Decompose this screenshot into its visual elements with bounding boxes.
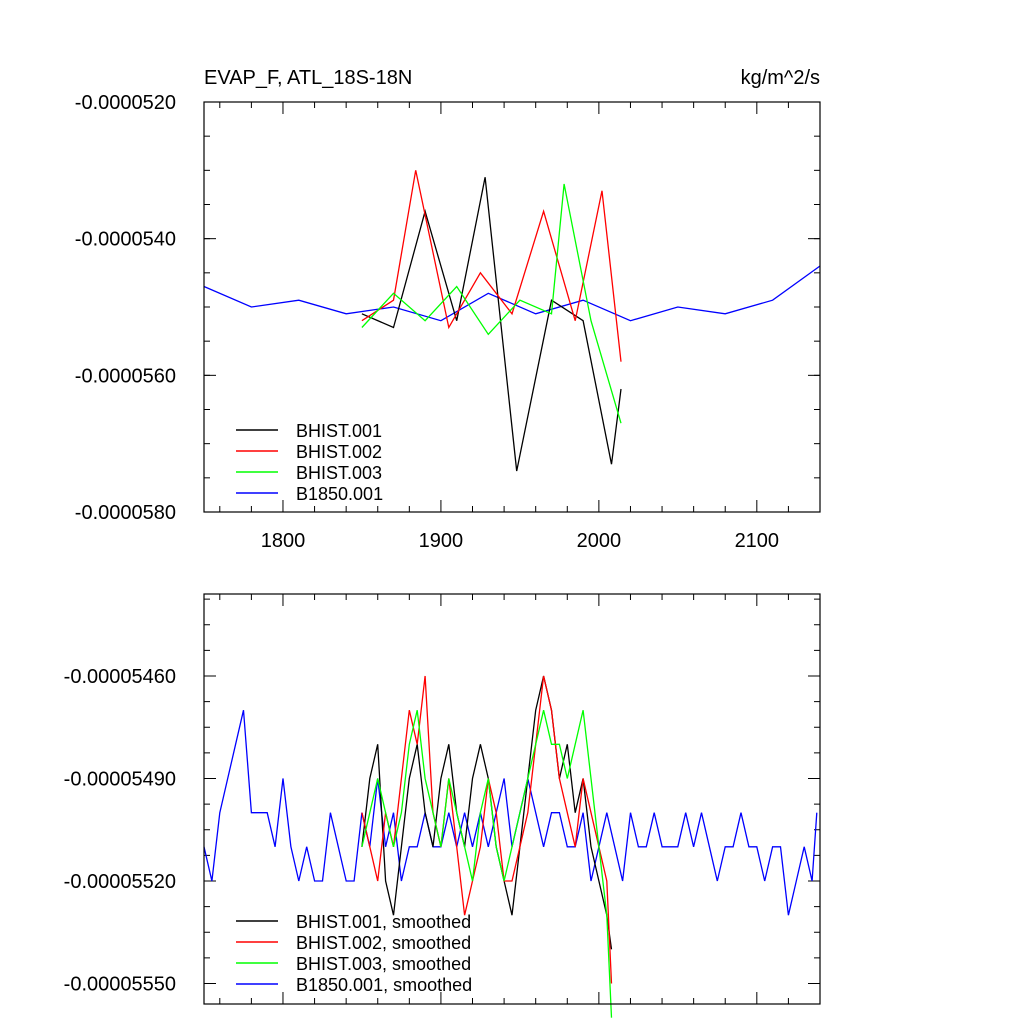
y-tick-label: -0.0000580 — [75, 502, 176, 524]
series-line-bhist-001 — [361, 177, 622, 472]
chart-title: EVAP_F, ATL_18S-18N — [204, 67, 412, 89]
y-tick-label: -0.0000560 — [75, 365, 176, 387]
series-line-bhist-002 — [361, 170, 622, 362]
series-line-bhist-003 — [361, 183, 622, 424]
series-line-b1850-001 — [203, 265, 821, 322]
y-tick-label: -0.00005550 — [64, 974, 176, 996]
legend-label-bhist-002-smoothed: BHIST.002, smoothed — [296, 933, 471, 953]
x-tick-label: 2000 — [577, 530, 622, 552]
legend-label-b1850-001: B1850.001 — [296, 484, 383, 504]
legend-label-bhist-002: BHIST.002 — [296, 442, 382, 462]
x-tick-label: 2100 — [735, 530, 780, 552]
y-tick-label: -0.00005520 — [64, 871, 176, 893]
legend-label-b1850-001-smoothed: B1850.001, smoothed — [296, 975, 472, 995]
x-tick-label: 1900 — [419, 530, 464, 552]
legend-label-bhist-001-smoothed: BHIST.001, smoothed — [296, 912, 471, 932]
chart-panel-bottom: -0.00005550 -0.00005520 -0.00005490 -0.0000… — [64, 593, 821, 1018]
series-line-bhist-001-smoothed — [361, 675, 613, 950]
chart-panel-top: EVAP_F, ATL_18S-18N kg/m^2/s 1800 1900 200… — [75, 67, 821, 552]
y-tick-label: -0.0000540 — [75, 229, 176, 251]
legend-label-bhist-003-smoothed: BHIST.003, smoothed — [296, 954, 471, 974]
y-tick-label: -0.00005490 — [64, 769, 176, 791]
chart-units: kg/m^2/s — [741, 67, 820, 89]
plot-frame — [203, 101, 821, 513]
series-line-b1850-001-smoothed — [203, 710, 818, 916]
y-tick-label: -0.00005460 — [64, 666, 176, 688]
legend-label-bhist-003: BHIST.003 — [296, 463, 382, 483]
series-line-bhist-003-smoothed — [361, 710, 613, 1018]
y-tick-label: -0.0000520 — [75, 92, 176, 114]
x-tick-label: 1800 — [261, 530, 306, 552]
legend-label-bhist-001: BHIST.001 — [296, 421, 382, 441]
plot-frame — [203, 593, 821, 1005]
